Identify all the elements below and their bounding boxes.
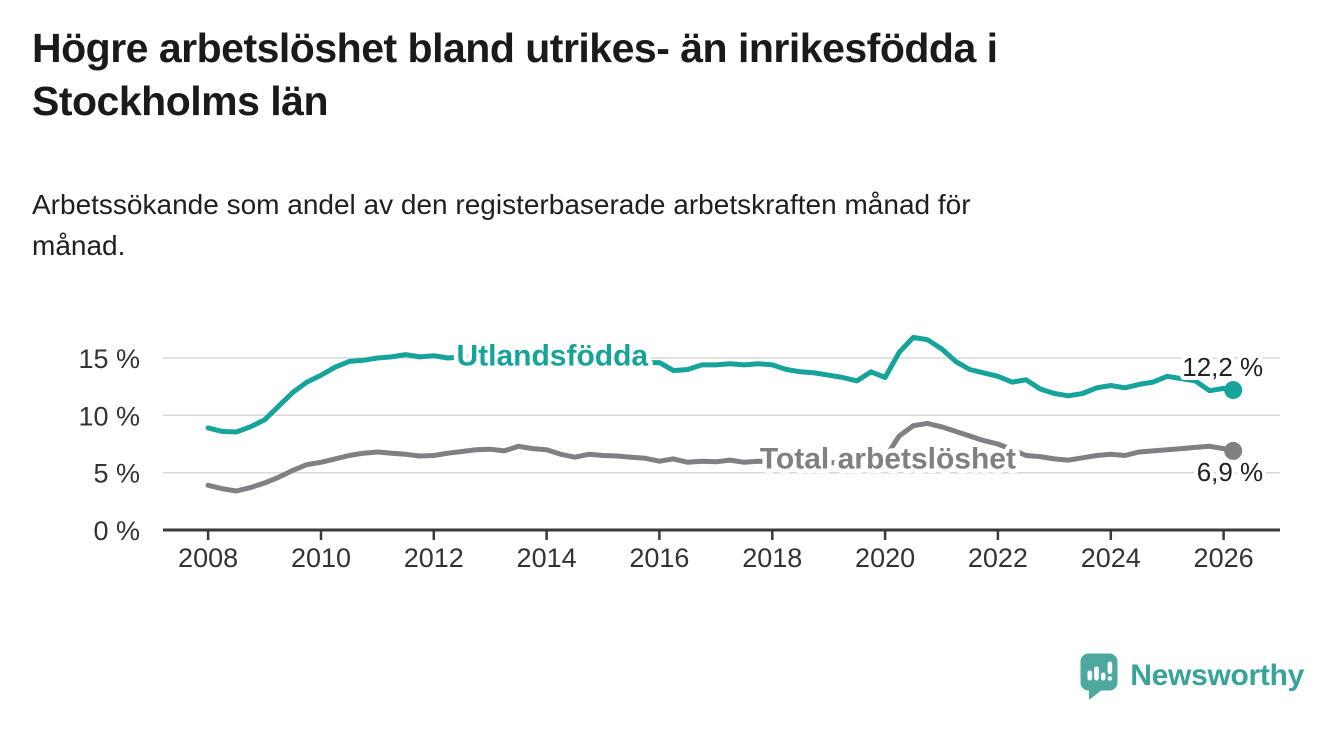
series-line-utlandsfodda: [205, 334, 1236, 435]
logo-bar-1: [1087, 670, 1093, 681]
series-label-utlandsfodda: Utlandsfödda: [456, 340, 648, 373]
x-axis-tick-label: 2026: [1194, 543, 1254, 573]
x-axis-tick-label: 2010: [291, 543, 351, 573]
x-axis-tick-label: 2016: [629, 543, 689, 573]
x-axis-tick-label: 2022: [968, 543, 1028, 573]
line-chart: 0 % 5 % 10 % 15 % 2008 2010 2012 2014 2016 2018 20…: [0, 315, 1340, 595]
y-axis-tick-label: 10 %: [78, 401, 140, 431]
series-label-total: Total arbetslöshet: [760, 443, 1016, 476]
logo-exclamation-bar: [1107, 661, 1113, 674]
x-axis-tick-label: 2014: [517, 543, 577, 573]
y-axis-tick-label: 5 %: [93, 459, 140, 489]
logo-bar-2: [1094, 666, 1100, 681]
brand-wordmark: Newsworthy: [1130, 659, 1304, 692]
page-title: Högre arbetslöshet bland utrikes- än inr…: [32, 25, 998, 124]
newsworthy-logo-icon: [1080, 653, 1118, 700]
logo-bubble-tail: [1089, 686, 1104, 700]
series-line-total: [205, 420, 1236, 494]
end-dot-utlandsfodda: [1224, 381, 1243, 400]
logo-bar-3: [1101, 672, 1106, 681]
page-subtitle: Arbetssökande som andel av den registerb…: [32, 189, 971, 261]
x-axis-tick-label: 2024: [1081, 543, 1141, 573]
x-axis-tick-label: 2012: [404, 543, 464, 573]
chart-canvas: 0 % 5 % 10 % 15 % 2008 2010 2012 2014 2016 2018 20…: [78, 334, 1280, 573]
brand-logo: Newsworthy: [1079, 652, 1304, 700]
end-dot-total: [1224, 441, 1243, 460]
end-value-label-utlandsfodda: 12,2 %: [1182, 352, 1263, 382]
x-axis-tick-label: 2008: [178, 543, 238, 573]
y-axis-tick-label: 0 %: [93, 516, 140, 546]
logo-exclamation-dot: [1107, 676, 1113, 681]
x-axis-tick-label: 2018: [742, 543, 802, 573]
end-value-label-total: 6,9 %: [1197, 457, 1264, 487]
y-axis-tick-label: 15 %: [78, 344, 140, 374]
x-axis-tick-label: 2020: [855, 543, 915, 573]
